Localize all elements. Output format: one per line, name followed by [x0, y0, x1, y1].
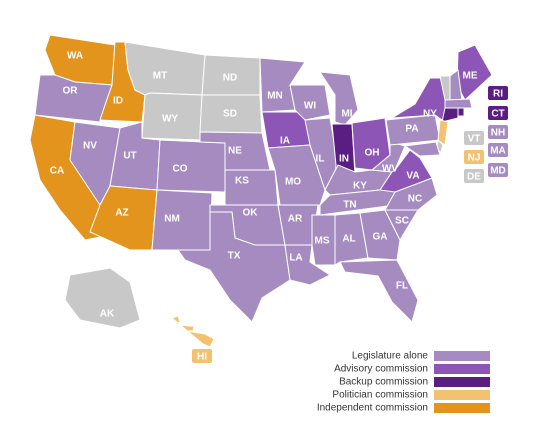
state-label: DE — [467, 172, 481, 183]
state-label: AR — [288, 214, 303, 225]
state-label: NY — [423, 109, 437, 120]
state-label: NC — [408, 194, 422, 205]
state-label: UT — [123, 151, 136, 162]
state-label: WV — [382, 164, 398, 175]
state-shape — [289, 84, 331, 121]
state-label-box — [488, 106, 508, 120]
state-label: WY — [162, 114, 178, 125]
state-label-box — [464, 131, 484, 145]
state-label: OH — [365, 148, 380, 159]
state-label-box — [488, 143, 508, 157]
state-label: TN — [343, 200, 356, 211]
state-shape — [339, 259, 419, 323]
state-label: GA — [373, 232, 388, 243]
legend-swatch — [434, 351, 490, 361]
state-label: AK — [100, 309, 115, 320]
state-label: WI — [304, 101, 316, 112]
state-label: IN — [339, 154, 349, 165]
state-label: MO — [285, 177, 301, 188]
state-label: ND — [223, 73, 237, 84]
state-label: PA — [405, 124, 418, 135]
state-label: NJ — [468, 153, 481, 164]
state-label: IL — [316, 154, 325, 165]
state-label: MT — [153, 71, 167, 82]
state-label: CO — [173, 164, 188, 175]
state-shape — [170, 315, 215, 348]
state-label: SC — [395, 216, 409, 227]
state-shape — [379, 149, 433, 193]
state-shape — [64, 267, 141, 329]
state-label: LA — [289, 253, 302, 264]
state-label-box — [464, 169, 484, 183]
state-label: ID — [113, 96, 123, 107]
state-label: NM — [164, 214, 180, 225]
legend-label: Advisory commission — [334, 364, 428, 375]
state-label: ME — [463, 71, 478, 82]
legend-label: Independent commission — [317, 403, 428, 414]
state-shape — [151, 189, 213, 251]
state-label: NH — [491, 128, 505, 139]
state-label: RI — [493, 89, 503, 100]
legend-swatch — [434, 364, 490, 374]
state-shape — [141, 92, 203, 141]
state-label-box — [192, 349, 212, 363]
state-label: AL — [342, 234, 355, 245]
state-label: OR — [63, 86, 79, 97]
legend-swatch — [434, 390, 490, 400]
state-label: TX — [228, 251, 241, 262]
state-shape — [457, 107, 465, 117]
state-label: KS — [235, 176, 249, 187]
state-shape — [441, 107, 459, 123]
state-label: FL — [396, 281, 408, 292]
legend-swatch — [434, 403, 490, 413]
state-label: MD — [490, 166, 506, 177]
state-shape — [124, 41, 206, 96]
state-label: CA — [50, 166, 64, 177]
state-label: VT — [468, 134, 481, 145]
legend-swatch — [434, 377, 490, 387]
state-label: OK — [243, 208, 259, 219]
state-label-box — [488, 86, 508, 100]
state-shape — [403, 141, 441, 157]
legend-label: Politician commission — [332, 390, 428, 401]
state-label: NV — [83, 141, 97, 152]
state-label: NE — [228, 146, 242, 157]
state-shape — [359, 209, 401, 261]
state-shape — [156, 139, 226, 193]
state-label: MN — [267, 91, 283, 102]
state-label: WA — [67, 51, 83, 62]
state-label: HI — [197, 352, 207, 363]
state-shape — [437, 119, 449, 146]
state-shape — [311, 214, 336, 266]
state-label: AZ — [115, 208, 128, 219]
state-label-box — [488, 163, 508, 177]
state-shape — [177, 211, 291, 323]
state-label: MA — [490, 146, 506, 157]
legend-label: Legislature alone — [352, 351, 429, 362]
state-label: MS — [315, 236, 330, 247]
state-shape — [334, 212, 369, 266]
state-label-box — [488, 125, 508, 139]
state-shape — [224, 169, 279, 206]
legend-label: Backup commission — [339, 377, 428, 388]
state-label: SD — [223, 109, 237, 120]
state-shape — [444, 98, 473, 109]
state-label: CT — [491, 109, 504, 120]
state-label-box — [464, 150, 484, 164]
state-label: VA — [406, 171, 419, 182]
state-label: MI — [341, 109, 352, 120]
state-label: IA — [280, 136, 290, 147]
state-label: KY — [353, 181, 367, 192]
